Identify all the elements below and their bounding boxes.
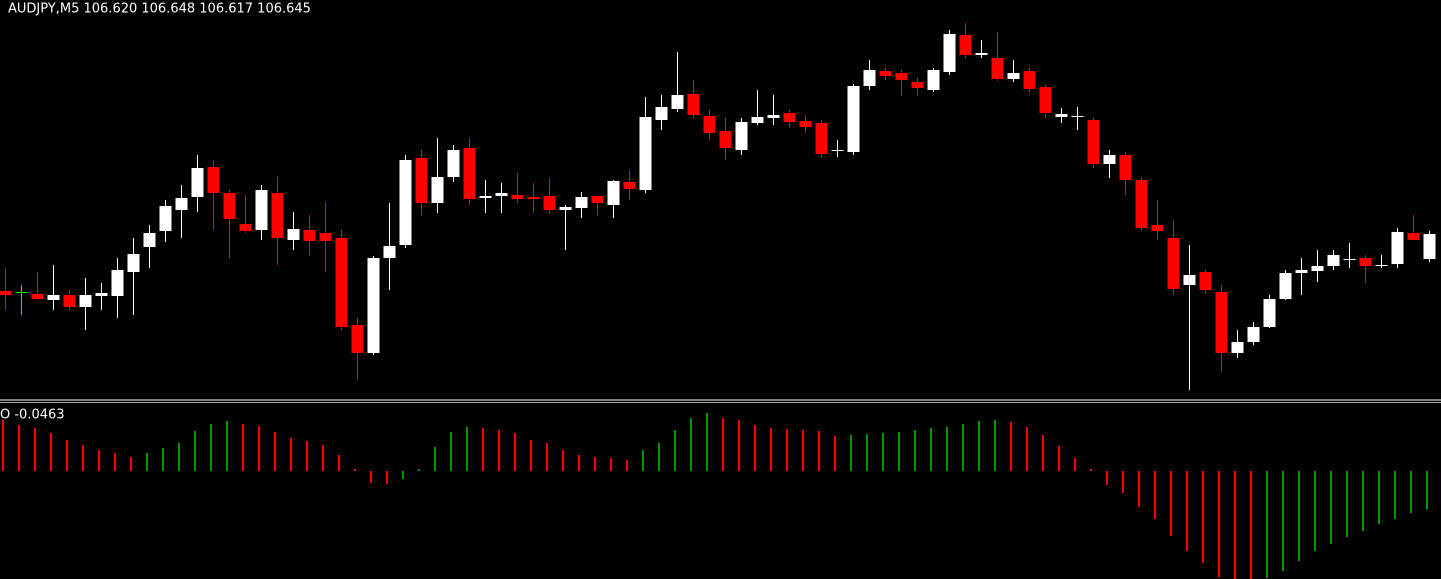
candle-body xyxy=(623,182,636,189)
candle-body xyxy=(303,230,316,241)
candle-body xyxy=(671,95,684,109)
candle-body xyxy=(1071,116,1084,117)
candle-body xyxy=(1023,71,1036,89)
candle-body xyxy=(511,195,524,199)
candle-body xyxy=(607,181,620,205)
candle-body xyxy=(463,148,476,199)
candle-body xyxy=(495,193,508,196)
candle-body xyxy=(1423,234,1436,259)
candle-body xyxy=(799,121,812,127)
candle-body xyxy=(47,295,60,300)
candle-body xyxy=(447,150,460,177)
candle-body xyxy=(1087,120,1100,164)
candle-body xyxy=(399,160,412,245)
candle-body xyxy=(1135,180,1148,228)
candle-body xyxy=(319,233,332,241)
candle-body xyxy=(1007,73,1020,79)
candle-body xyxy=(255,190,268,230)
candle-body xyxy=(783,113,796,122)
candle-body xyxy=(1391,232,1404,264)
candle-body xyxy=(527,197,540,199)
candle-body xyxy=(223,193,236,219)
candle-body xyxy=(1343,259,1356,260)
candle-body xyxy=(655,107,668,120)
candle-body xyxy=(1151,225,1164,231)
candle-body xyxy=(1039,87,1052,113)
candle-body xyxy=(415,158,428,203)
candle-body xyxy=(1327,255,1340,266)
candle-body xyxy=(239,224,252,231)
candle-body xyxy=(591,196,604,203)
candle-body xyxy=(1119,155,1132,180)
candle-body xyxy=(1359,258,1372,266)
candle-body xyxy=(15,292,28,293)
candle-body xyxy=(1215,292,1228,353)
candle-body xyxy=(1375,265,1388,266)
candle-body xyxy=(703,116,716,133)
candle-body xyxy=(431,177,444,203)
candle-body xyxy=(79,295,92,307)
candle-body xyxy=(559,207,572,210)
candle-body xyxy=(367,258,380,353)
candle-body xyxy=(863,70,876,86)
candle-body xyxy=(1311,266,1324,271)
candle-body xyxy=(543,196,556,210)
candle-body xyxy=(687,94,700,115)
candle-body xyxy=(1167,238,1180,289)
candle-body xyxy=(751,117,764,123)
candle-body xyxy=(1103,155,1116,164)
candle-body xyxy=(767,115,780,118)
candle-body xyxy=(111,270,124,296)
candle-body xyxy=(1279,273,1292,299)
candle-body xyxy=(335,238,348,327)
candle-body xyxy=(943,34,956,72)
candle-body xyxy=(879,71,892,76)
candle-body xyxy=(31,294,44,299)
candle-body xyxy=(1199,272,1212,290)
candle-body xyxy=(847,86,860,152)
candle-body xyxy=(895,73,908,80)
candle-body xyxy=(159,206,172,231)
candle-body xyxy=(975,53,988,55)
candle-body xyxy=(719,131,732,148)
candle-body xyxy=(479,196,492,198)
candle-body xyxy=(911,82,924,88)
candle-body xyxy=(95,293,108,296)
candle-body xyxy=(639,117,652,190)
candle-body xyxy=(1407,233,1420,240)
candle-body xyxy=(127,254,140,272)
candle-body xyxy=(959,35,972,55)
candle-body xyxy=(207,167,220,193)
candle-body xyxy=(383,246,396,258)
indicator-label: O -0.0463 xyxy=(0,408,65,423)
candle-body xyxy=(1247,327,1260,342)
candle-body xyxy=(63,295,76,307)
candle-body xyxy=(1183,275,1196,285)
candle-body xyxy=(575,197,588,208)
candle-body xyxy=(1055,114,1068,117)
candle-body xyxy=(175,198,188,210)
candle-body xyxy=(815,123,828,154)
candle-body xyxy=(991,58,1004,79)
candle-body xyxy=(831,150,844,151)
candle-body xyxy=(191,168,204,197)
candle-body xyxy=(1295,270,1308,273)
chart-title: AUDJPY,M5 106.620 106.648 106.617 106.64… xyxy=(8,2,311,17)
candle-body xyxy=(1263,299,1276,327)
candle-body xyxy=(143,233,156,247)
candle-body xyxy=(735,122,748,150)
candle-body xyxy=(0,291,12,295)
candle-body xyxy=(1231,342,1244,353)
candle-body xyxy=(927,70,940,90)
candle-body xyxy=(271,193,284,238)
candle-body xyxy=(351,325,364,353)
candle-body xyxy=(287,229,300,240)
